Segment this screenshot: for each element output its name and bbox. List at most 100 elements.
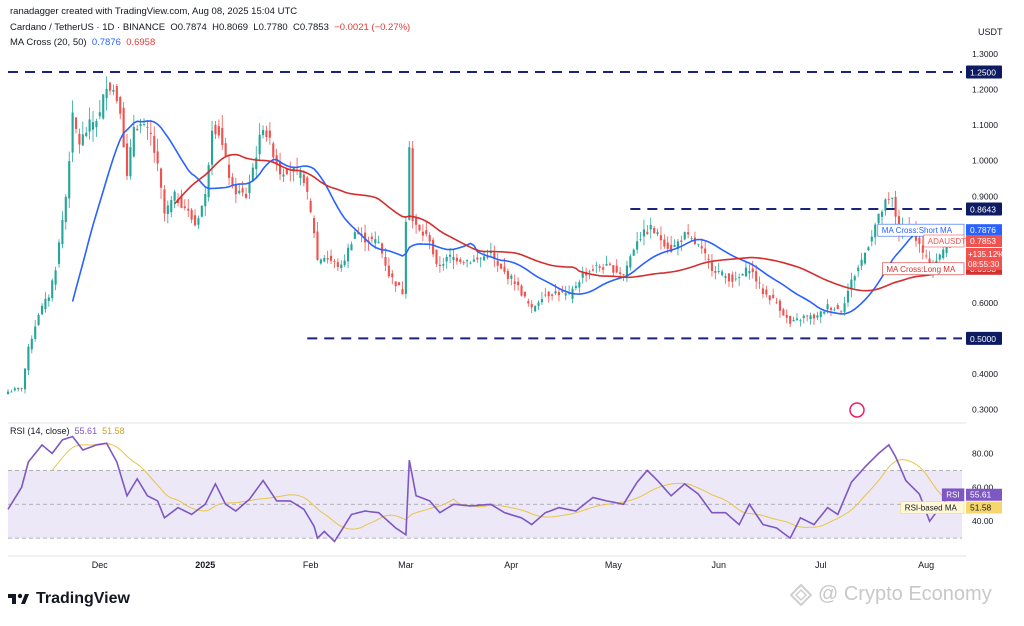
candle-body <box>534 306 537 312</box>
candle-body <box>826 304 829 310</box>
candle-body <box>251 167 254 181</box>
percent-change-tag: +135.12% <box>968 250 1004 259</box>
candle-body <box>642 229 645 237</box>
candle-body <box>30 338 33 350</box>
candle-body <box>731 274 734 282</box>
candle-body <box>578 282 581 288</box>
candle-body <box>867 247 870 251</box>
candle-body <box>710 262 714 271</box>
rsi-tick-label: 40.00 <box>972 516 994 526</box>
ma-long-value: 0.6958 <box>126 37 156 48</box>
candle-body <box>238 190 241 194</box>
candle-body <box>836 305 839 309</box>
candle-body <box>258 134 261 155</box>
price-tick-label: 1.1000 <box>972 120 998 130</box>
x-tick-label: Aug <box>918 560 934 570</box>
candle-body <box>278 161 282 175</box>
x-tick-label: Jul <box>815 560 827 570</box>
candle-body <box>483 256 486 261</box>
candle-body <box>520 285 523 296</box>
candle-body <box>874 224 877 238</box>
candle-body <box>210 130 214 165</box>
candle-body <box>394 281 397 287</box>
rsi-value-tag: 51.58 <box>970 503 992 513</box>
high-value: 0.8069 <box>218 22 249 33</box>
tradingview-logo-icon <box>8 593 29 604</box>
candle-body <box>646 231 649 235</box>
candle-body <box>170 200 173 213</box>
close-value: 0.7853 <box>299 22 329 33</box>
ma-label-text: ADAUSDT <box>928 237 966 246</box>
ma-value-tag-bg <box>966 234 1002 247</box>
candle-body <box>527 301 530 304</box>
candle-body <box>870 236 873 242</box>
candle-body <box>455 257 458 262</box>
candle-body <box>785 314 788 318</box>
candle-body <box>853 276 856 281</box>
high-label: H <box>212 22 219 33</box>
candle-body <box>857 267 860 272</box>
candle-body <box>887 198 890 200</box>
candle-body <box>704 248 707 254</box>
candle-body <box>816 315 819 318</box>
x-tick-label: Jun <box>711 560 726 570</box>
candle-body <box>299 171 302 179</box>
rsi-value-tag: 55.61 <box>970 490 992 500</box>
price-level-tag-bg <box>966 202 1002 216</box>
ma-cross-legend[interactable]: MA Cross (20, 50) 0.7876 0.6958 <box>10 37 155 48</box>
price-level-tag: 0.5000 <box>970 334 996 344</box>
candle-body <box>10 391 13 393</box>
x-tick-label: 2025 <box>195 560 215 570</box>
rsi-label-box <box>941 488 965 502</box>
candle-body <box>306 177 309 192</box>
candle-body <box>792 320 795 322</box>
symbol-name[interactable]: Cardano / TetherUS · 1D · BINANCE <box>10 22 166 33</box>
candle-body <box>159 168 163 188</box>
candle-body <box>190 209 193 220</box>
candle-body <box>102 94 105 119</box>
candle-body <box>336 262 339 267</box>
candle-body <box>721 271 724 276</box>
candle-body <box>442 264 445 266</box>
candle-body <box>758 282 761 284</box>
candle-body <box>384 256 387 266</box>
rsi-title: RSI (14, close) <box>10 426 70 436</box>
candle-body <box>98 112 101 117</box>
tradingview-logo[interactable]: TradingView <box>8 590 130 608</box>
candle-body <box>812 314 816 319</box>
candle-body <box>772 294 775 299</box>
candle-body <box>510 275 513 279</box>
candle-body <box>13 388 16 391</box>
rsi-tick-label: 80.00 <box>972 448 994 458</box>
candle-body <box>347 247 350 262</box>
candle-body <box>506 270 509 279</box>
candle-body <box>574 286 577 288</box>
ma-short-value: 0.7876 <box>91 37 121 48</box>
candle-body <box>517 281 520 286</box>
support-resistance-levels <box>8 70 962 340</box>
low-value: 0.7780 <box>258 22 288 33</box>
candle-body <box>54 270 57 285</box>
candle-body <box>74 117 78 129</box>
candle-body <box>37 315 40 326</box>
candle-body <box>146 126 149 128</box>
ma-label-text: MA Cross:Short MA <box>882 226 953 235</box>
candle-body <box>629 256 632 268</box>
x-tick-label: May <box>605 560 623 570</box>
candle-body <box>649 224 652 230</box>
candle-body <box>602 267 605 270</box>
candle-body <box>551 294 554 296</box>
candle-body <box>823 311 826 314</box>
candle-body <box>843 303 846 312</box>
candle-body <box>741 273 744 276</box>
candle-body <box>163 189 166 214</box>
price-level-tag: 0.8643 <box>970 204 996 214</box>
short-ma-line <box>71 120 951 315</box>
candle-body <box>23 368 27 390</box>
candle-body <box>884 199 887 211</box>
candle-body <box>833 309 836 311</box>
candle-body <box>700 246 703 249</box>
rsi-legend[interactable]: RSI (14, close) 55.61 51.58 <box>10 426 125 436</box>
candle-body <box>340 264 343 269</box>
